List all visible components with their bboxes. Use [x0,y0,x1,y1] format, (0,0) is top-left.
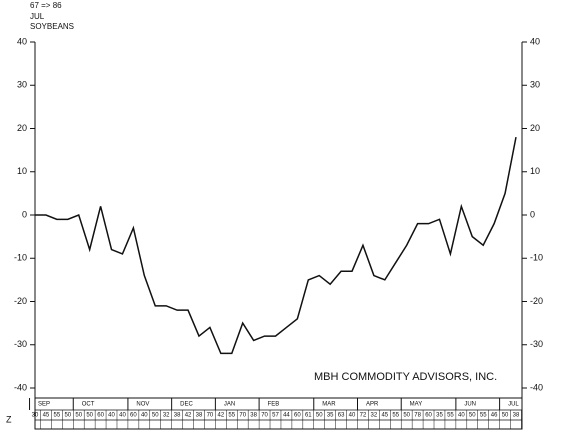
month-label: NOV [136,402,149,408]
y2-tick-label: -40 [530,382,543,392]
row-value: 42 [185,413,192,419]
month-label: FEB [268,402,280,408]
annotation: MBH COMMODITY ADVISORS, INC. [314,371,497,383]
y2-tick-label: -10 [530,253,543,263]
row-value: 38 [196,413,203,419]
row-value: 55 [392,413,399,419]
row-value: 35 [436,413,443,419]
row-value: 50 [152,413,159,419]
y2-tick-label: 10 [530,166,540,176]
data-line [35,137,517,355]
row-value: 40 [458,413,465,419]
month-label: MAY [410,402,423,408]
header-line: 67 => 86 [30,1,62,10]
y-tick-label: -40 [14,382,27,392]
month-label: DEC [180,402,193,408]
row-value: 50 [64,413,71,419]
row-value: 46 [491,413,498,419]
y2-tick-label: -20 [530,296,543,306]
month-label: SEP [38,402,50,408]
y2-tick-label: 30 [530,80,540,90]
y2-tick-label: 0 [530,209,535,219]
row-value: 32 [163,413,170,419]
row-value: 57 [272,413,279,419]
row-value: 45 [43,413,50,419]
row-value: 38 [513,413,520,419]
row-value: 50 [316,413,323,419]
row-value: 38 [174,413,181,419]
month-label: JUL [508,402,519,408]
row-value: 60 [294,413,301,419]
row-value: 40 [108,413,115,419]
row-value: 50 [502,413,509,419]
row-value: 50 [403,413,410,419]
row-value: 55 [54,413,61,419]
y-tick-label: 20 [17,123,27,133]
y-tick-label: -20 [14,296,27,306]
row-value: 60 [130,413,137,419]
header-line: SOYBEANS [30,22,74,31]
y-tick-label: 0 [22,209,27,219]
month-label: MAR [322,402,336,408]
row-value: 55 [228,413,235,419]
row-value: 35 [327,413,334,419]
row-value: 38 [250,413,257,419]
y2-tick-label: -30 [530,339,543,349]
row-value: 40 [141,413,148,419]
month-label: APR [366,402,379,408]
header-line: JUL [30,12,45,21]
y-tick-label: -10 [14,253,27,263]
row-value: 70 [207,413,214,419]
row-value: 50 [469,413,476,419]
row-value: 40 [349,413,356,419]
row-value: 42 [217,413,224,419]
row-value: 63 [338,413,345,419]
row-value: 40 [119,413,126,419]
row-value: 72 [360,413,367,419]
row-value: 60 [97,413,104,419]
y-tick-label: 40 [17,36,27,46]
bottom-table [34,397,523,430]
row-value: 50 [75,413,82,419]
row-value: 78 [414,413,421,419]
row-value: 60 [425,413,432,419]
month-label: JAN [224,402,235,408]
y-tick-label: -30 [14,339,27,349]
row-value: 70 [239,413,246,419]
month-label: OCT [82,402,95,408]
row-value: 50 [86,413,93,419]
row-value: 70 [261,413,268,419]
row-value: 55 [480,413,487,419]
y2-tick-label: 40 [530,36,540,46]
row-label: Z [6,414,12,424]
row-value: 61 [305,413,312,419]
row-value: 55 [447,413,454,419]
month-label: JUN [464,402,476,408]
row-value: 32 [371,413,378,419]
row-value: 44 [283,413,290,419]
row-value: 30 [32,413,39,419]
y-tick-label: 10 [17,166,27,176]
y-tick-label: 30 [17,80,27,90]
y2-tick-label: 20 [530,123,540,133]
row-value: 45 [381,413,388,419]
